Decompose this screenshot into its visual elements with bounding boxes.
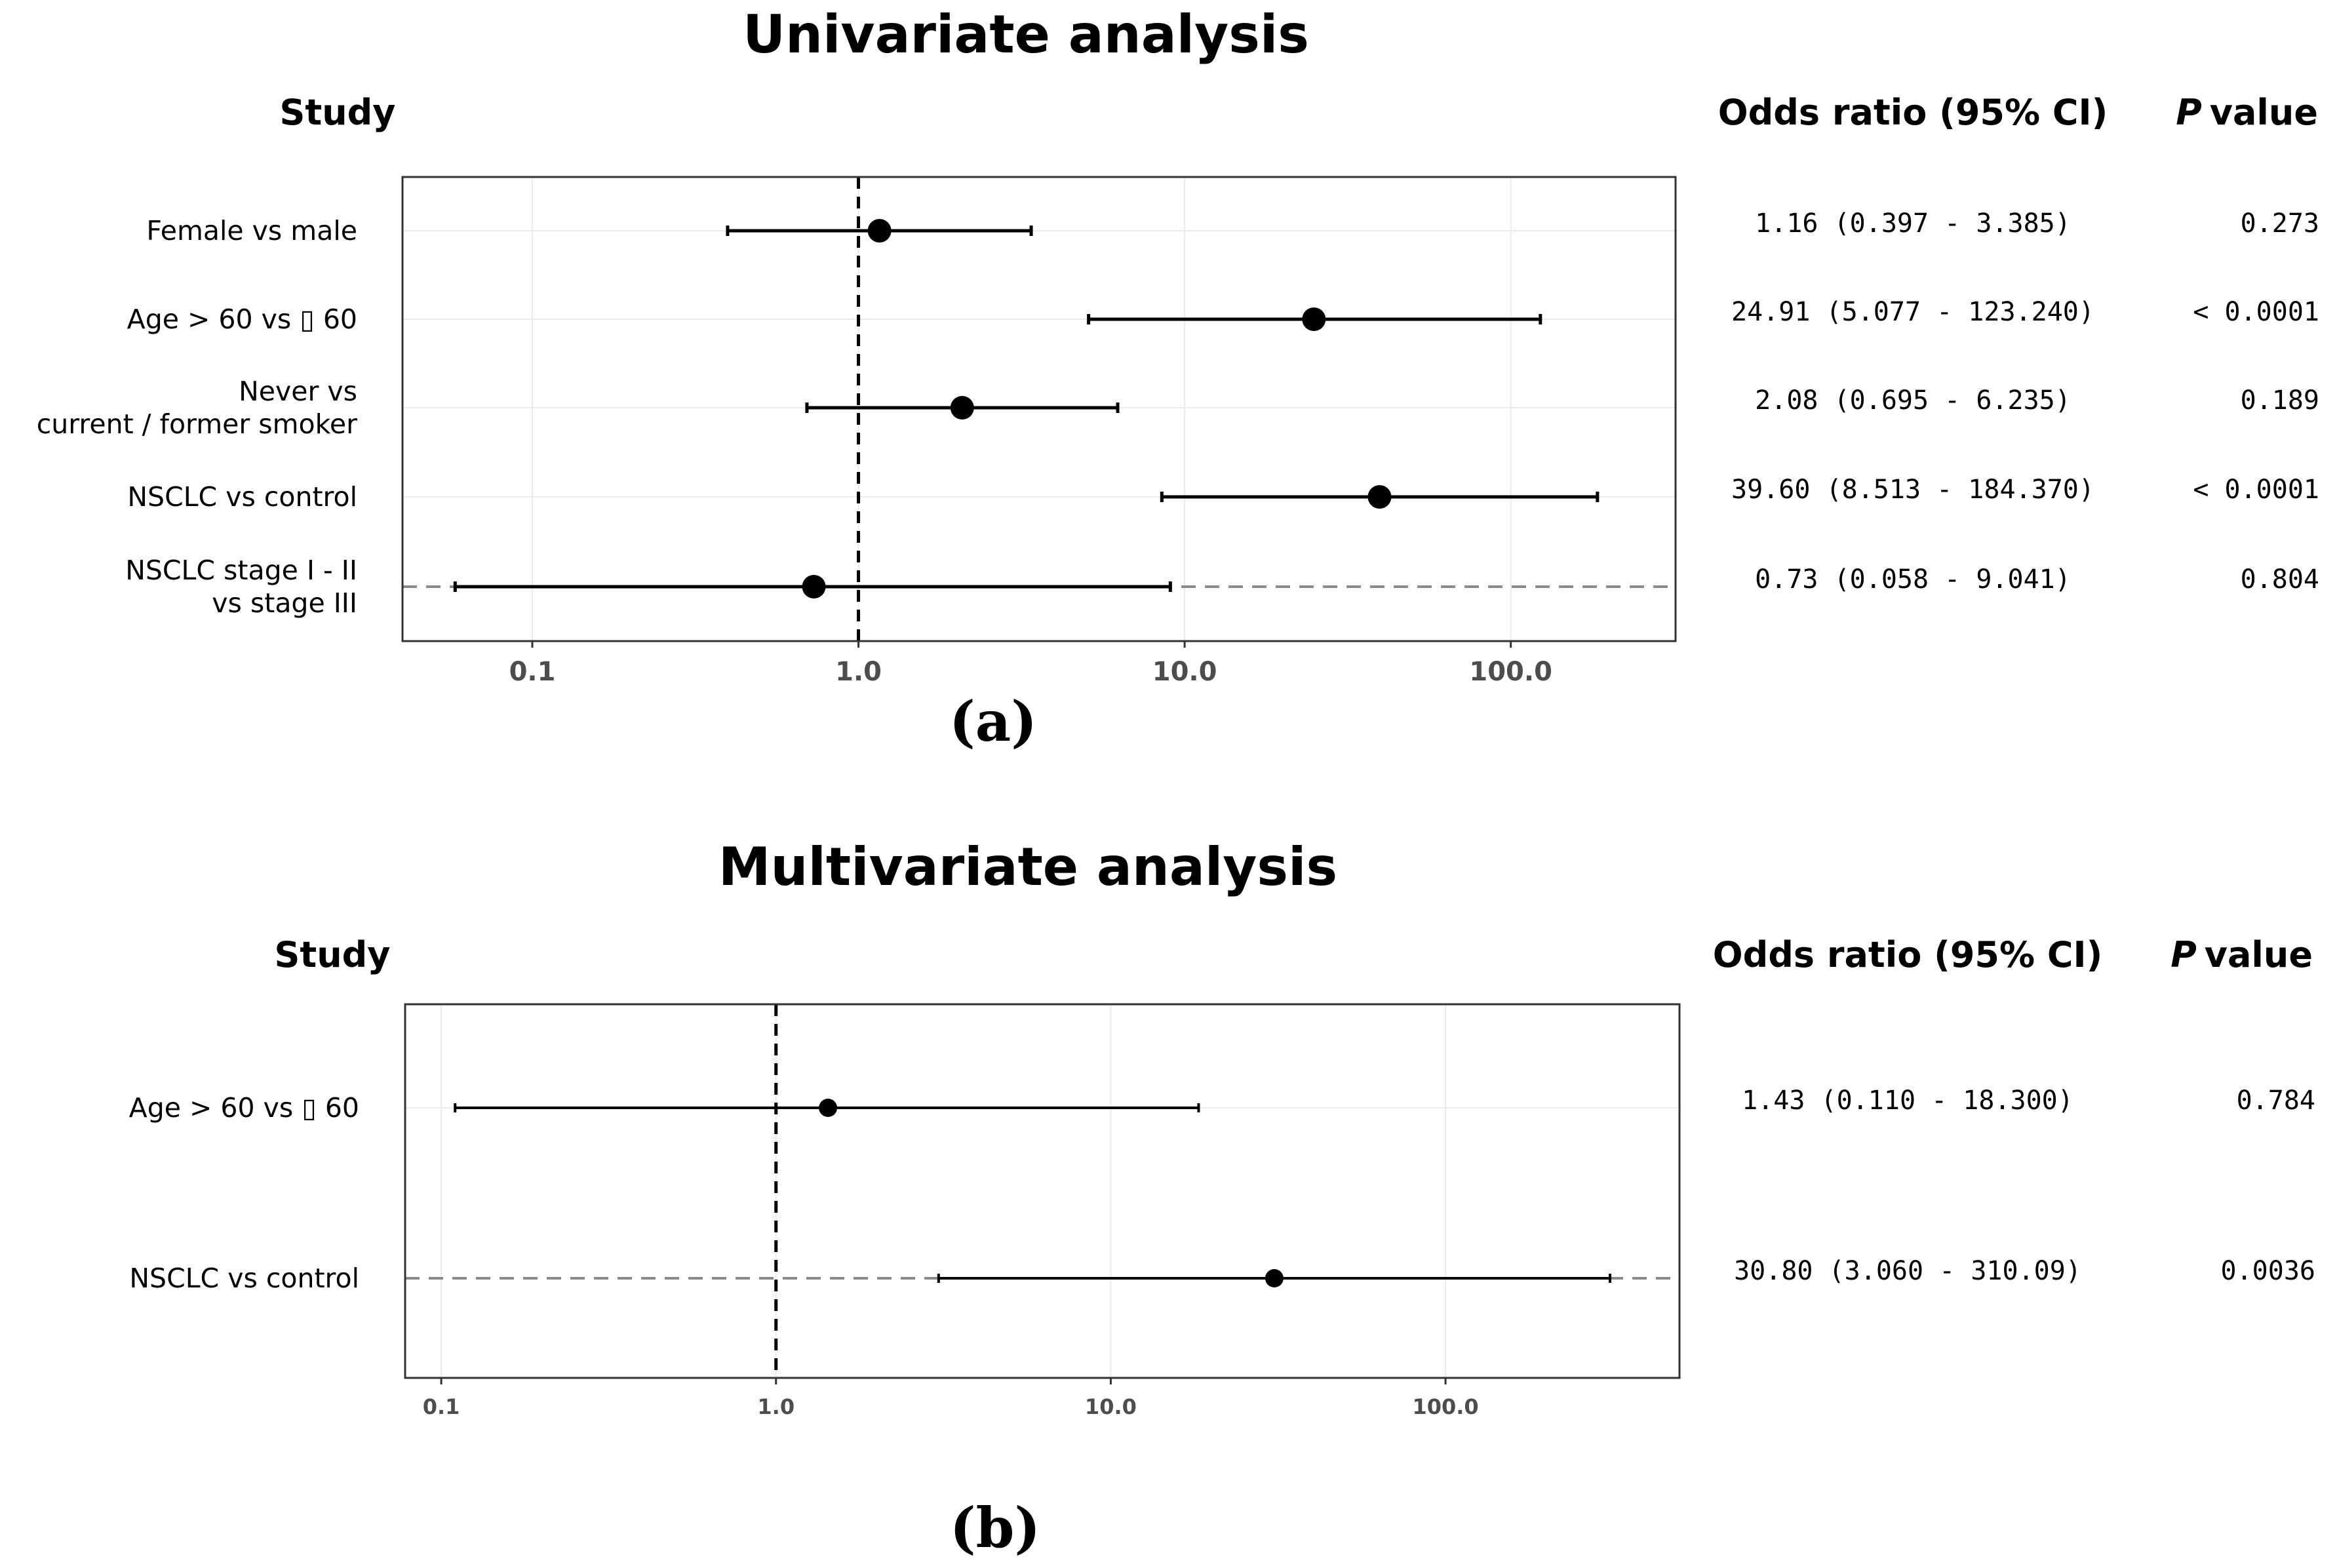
p-value-text-a: 0.189 bbox=[2241, 385, 2319, 416]
p-header-letter-b: P bbox=[2170, 934, 2197, 975]
odds-ratio-text-a: 39.60 (8.513 - 184.370) bbox=[1731, 475, 2094, 505]
chart-title-b: Multivariate analysis bbox=[718, 836, 1337, 897]
x-tick-label-b: 1.0 bbox=[757, 1394, 795, 1419]
p-header-letter-a: P bbox=[2176, 92, 2202, 133]
odds-ratio-point-a bbox=[867, 219, 892, 243]
or-header-a: Odds ratio (95% CI) bbox=[1718, 92, 2108, 133]
or-header-b: Odds ratio (95% CI) bbox=[1713, 934, 2103, 975]
panel-label-a: (a) bbox=[949, 689, 1037, 754]
x-tick-label-b: 10.0 bbox=[1085, 1394, 1137, 1419]
p-value-text-a: 0.804 bbox=[2241, 564, 2319, 595]
odds-ratio-text-a: 24.91 (5.077 - 123.240) bbox=[1731, 297, 2094, 327]
p-value-text-a: < 0.0001 bbox=[2193, 475, 2319, 505]
row-label-a: NSCLC stage I - II bbox=[125, 555, 357, 586]
plot-frame-b bbox=[404, 1003, 1681, 1379]
odds-ratio-text-a: 0.73 (0.058 - 9.041) bbox=[1755, 564, 2071, 595]
odds-ratio-point-a bbox=[802, 575, 826, 598]
odds-ratio-text-b: 1.43 (0.110 - 18.300) bbox=[1742, 1086, 2073, 1116]
forest-panel-a: Female vs male 1.16 (0.397 - 3.385) 0.273 A… bbox=[37, 176, 2319, 687]
row-label-a: NSCLC vs control bbox=[127, 481, 357, 513]
row-label-a: vs stage III bbox=[212, 587, 357, 619]
x-tick-label-a: 10.0 bbox=[1152, 657, 1217, 687]
p-value-text-b: 0.784 bbox=[2237, 1086, 2315, 1116]
x-tick-label-b: 100.0 bbox=[1412, 1394, 1478, 1419]
forest-panel-b: Age > 60 vs ▯ 60 1.43 (0.110 - 18.300) 0.7… bbox=[129, 1003, 2316, 1419]
row-label-a: current / former smoker bbox=[37, 408, 357, 440]
row-label-a: Never vs bbox=[239, 376, 357, 407]
x-tick-label-a: 1.0 bbox=[835, 657, 882, 687]
plot-frame-a bbox=[401, 176, 1677, 642]
odds-ratio-text-b: 30.80 (3.060 - 310.09) bbox=[1734, 1256, 2081, 1286]
odds-ratio-point-a bbox=[1367, 485, 1392, 509]
odds-ratio-text-a: 1.16 (0.397 - 3.385) bbox=[1755, 208, 2071, 239]
odds-ratio-point-b bbox=[819, 1099, 838, 1117]
p-header-rest-a: value bbox=[2210, 92, 2318, 133]
p-value-text-a: 0.273 bbox=[2241, 208, 2319, 239]
row-label-b: Age > 60 vs ▯ 60 bbox=[129, 1092, 359, 1124]
odds-ratio-point-a bbox=[950, 396, 974, 420]
odds-ratio-point-b bbox=[1265, 1269, 1284, 1287]
study-header-a: Study bbox=[279, 92, 395, 133]
p-value-text-b: 0.0036 bbox=[2221, 1256, 2316, 1286]
odds-ratio-text-a: 2.08 (0.695 - 6.235) bbox=[1755, 385, 2071, 416]
x-tick-label-a: 0.1 bbox=[509, 657, 556, 687]
p-header-rest-b: value bbox=[2205, 934, 2313, 975]
odds-ratio-point-a bbox=[1302, 307, 1326, 331]
row-label-a: Age > 60 vs ▯ 60 bbox=[127, 304, 357, 335]
row-label-a: Female vs male bbox=[146, 215, 357, 246]
row-label-b: NSCLC vs control bbox=[129, 1263, 359, 1294]
chart-title-a: Univariate analysis bbox=[743, 4, 1309, 65]
study-header-b: Study bbox=[274, 934, 390, 975]
x-tick-label-a: 100.0 bbox=[1469, 657, 1552, 687]
p-value-text-a: < 0.0001 bbox=[2193, 297, 2319, 327]
x-tick-label-b: 0.1 bbox=[423, 1394, 460, 1419]
panel-label-b: (b) bbox=[950, 1495, 1040, 1560]
